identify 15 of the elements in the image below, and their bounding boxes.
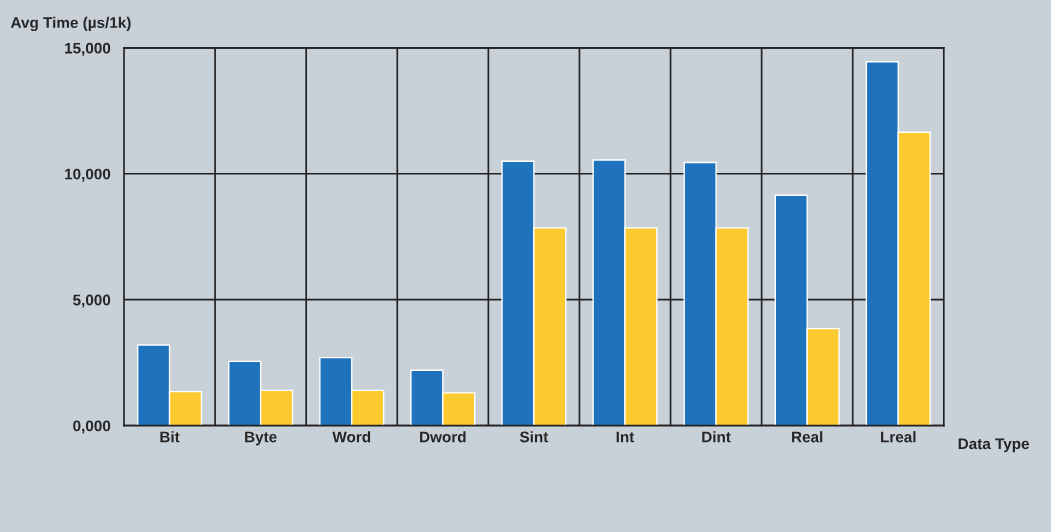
y-tick-label: 15,000: [65, 42, 111, 56]
x-tick-label: Int: [616, 431, 635, 443]
x-tick-label: Real: [792, 431, 823, 443]
x-tick-label: Bit: [160, 431, 180, 443]
x-tick-label: Sint: [519, 431, 549, 443]
x-tick-label: Word: [332, 431, 371, 443]
x-axis-title: Data Type: [958, 438, 1030, 453]
y-tick-label: 10,000: [65, 168, 111, 182]
x-tick-label: Byte: [245, 431, 277, 446]
x-tick-label: Dword: [420, 431, 466, 443]
x-tick-label: Lreal: [881, 431, 916, 443]
y-tick-label: 5,000: [73, 294, 111, 308]
y-tick-label: 0,000: [73, 420, 111, 434]
y-axis-title: Avg Time (µs/1k): [10, 16, 131, 32]
x-tick-label: Dint: [702, 431, 731, 443]
